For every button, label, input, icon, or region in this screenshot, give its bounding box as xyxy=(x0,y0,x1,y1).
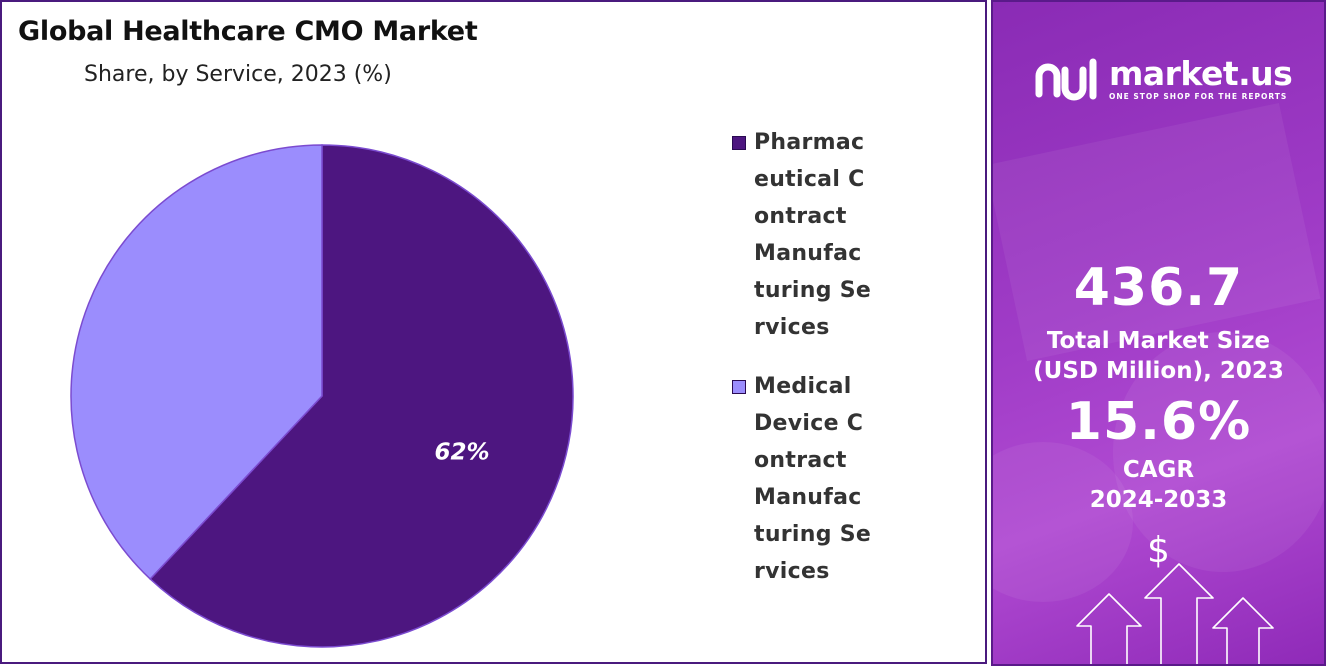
chart-panel: Global Healthcare CMO Market Share, by S… xyxy=(0,0,987,664)
legend: Pharmaceutical Contract Manufacturing Se… xyxy=(732,124,982,612)
cagr-value: 15.6% xyxy=(1065,392,1252,452)
legend-swatch-medical-device xyxy=(732,380,746,394)
growth-arrows-icon xyxy=(1076,563,1274,664)
market-us-logo-icon xyxy=(1035,58,1097,101)
pie-slice-1 xyxy=(70,144,323,581)
market-size-label: Total Market Size xyxy=(1046,328,1271,354)
market-size-label-unit: (USD Million), 2023 xyxy=(1033,358,1284,384)
brand-name: market.us xyxy=(1109,53,1293,93)
pie-chart: 62% xyxy=(70,144,574,648)
dollar-sign-icon: $ xyxy=(1147,530,1170,571)
legend-label-pharmaceutical: Pharmaceutical Contract Manufacturing Se… xyxy=(754,130,872,340)
pie-slice-0 xyxy=(149,144,574,648)
background-shape xyxy=(1113,332,1324,572)
stats-panel: market.us ONE STOP SHOP FOR THE REPORTS … xyxy=(991,0,1326,666)
legend-label-medical-device: Medical Device Contract Manufacturing Se… xyxy=(754,374,872,584)
cagr-period: 2024-2033 xyxy=(1089,487,1228,513)
pie-data-label-0: 62% xyxy=(434,439,489,465)
background-shape xyxy=(993,442,1133,602)
brand-logo: market.us ONE STOP SHOP FOR THE REPORTS xyxy=(1033,52,1293,104)
chart-subtitle: Share, by Service, 2023 (%) xyxy=(84,62,392,87)
market-size-value: 436.7 xyxy=(1073,258,1244,318)
background-shape xyxy=(993,102,1321,362)
legend-swatch-pharmaceutical xyxy=(732,136,746,150)
brand-tagline: ONE STOP SHOP FOR THE REPORTS xyxy=(1109,91,1288,101)
legend-item-pharmaceutical: Pharmaceutical Contract Manufacturing Se… xyxy=(732,124,982,346)
cagr-label: CAGR xyxy=(1122,457,1195,483)
legend-item-medical-device: Medical Device Contract Manufacturing Se… xyxy=(732,368,982,590)
chart-title: Global Healthcare CMO Market xyxy=(18,16,478,47)
